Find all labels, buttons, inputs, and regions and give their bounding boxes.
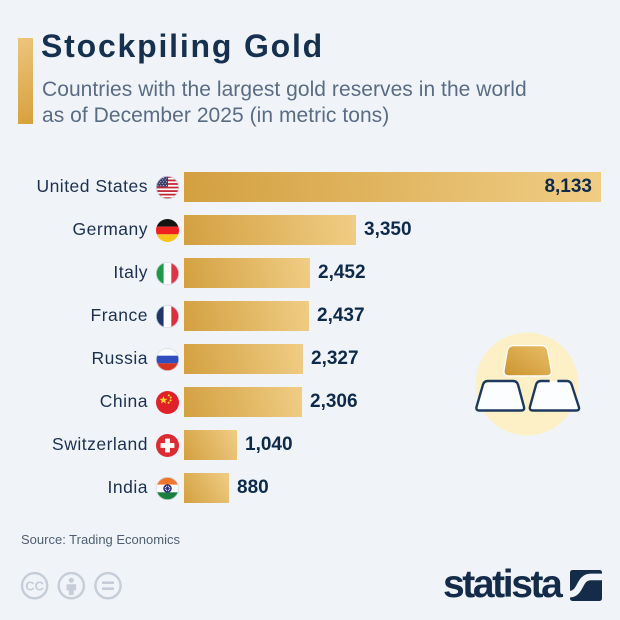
svg-text:CC: CC <box>25 578 44 593</box>
